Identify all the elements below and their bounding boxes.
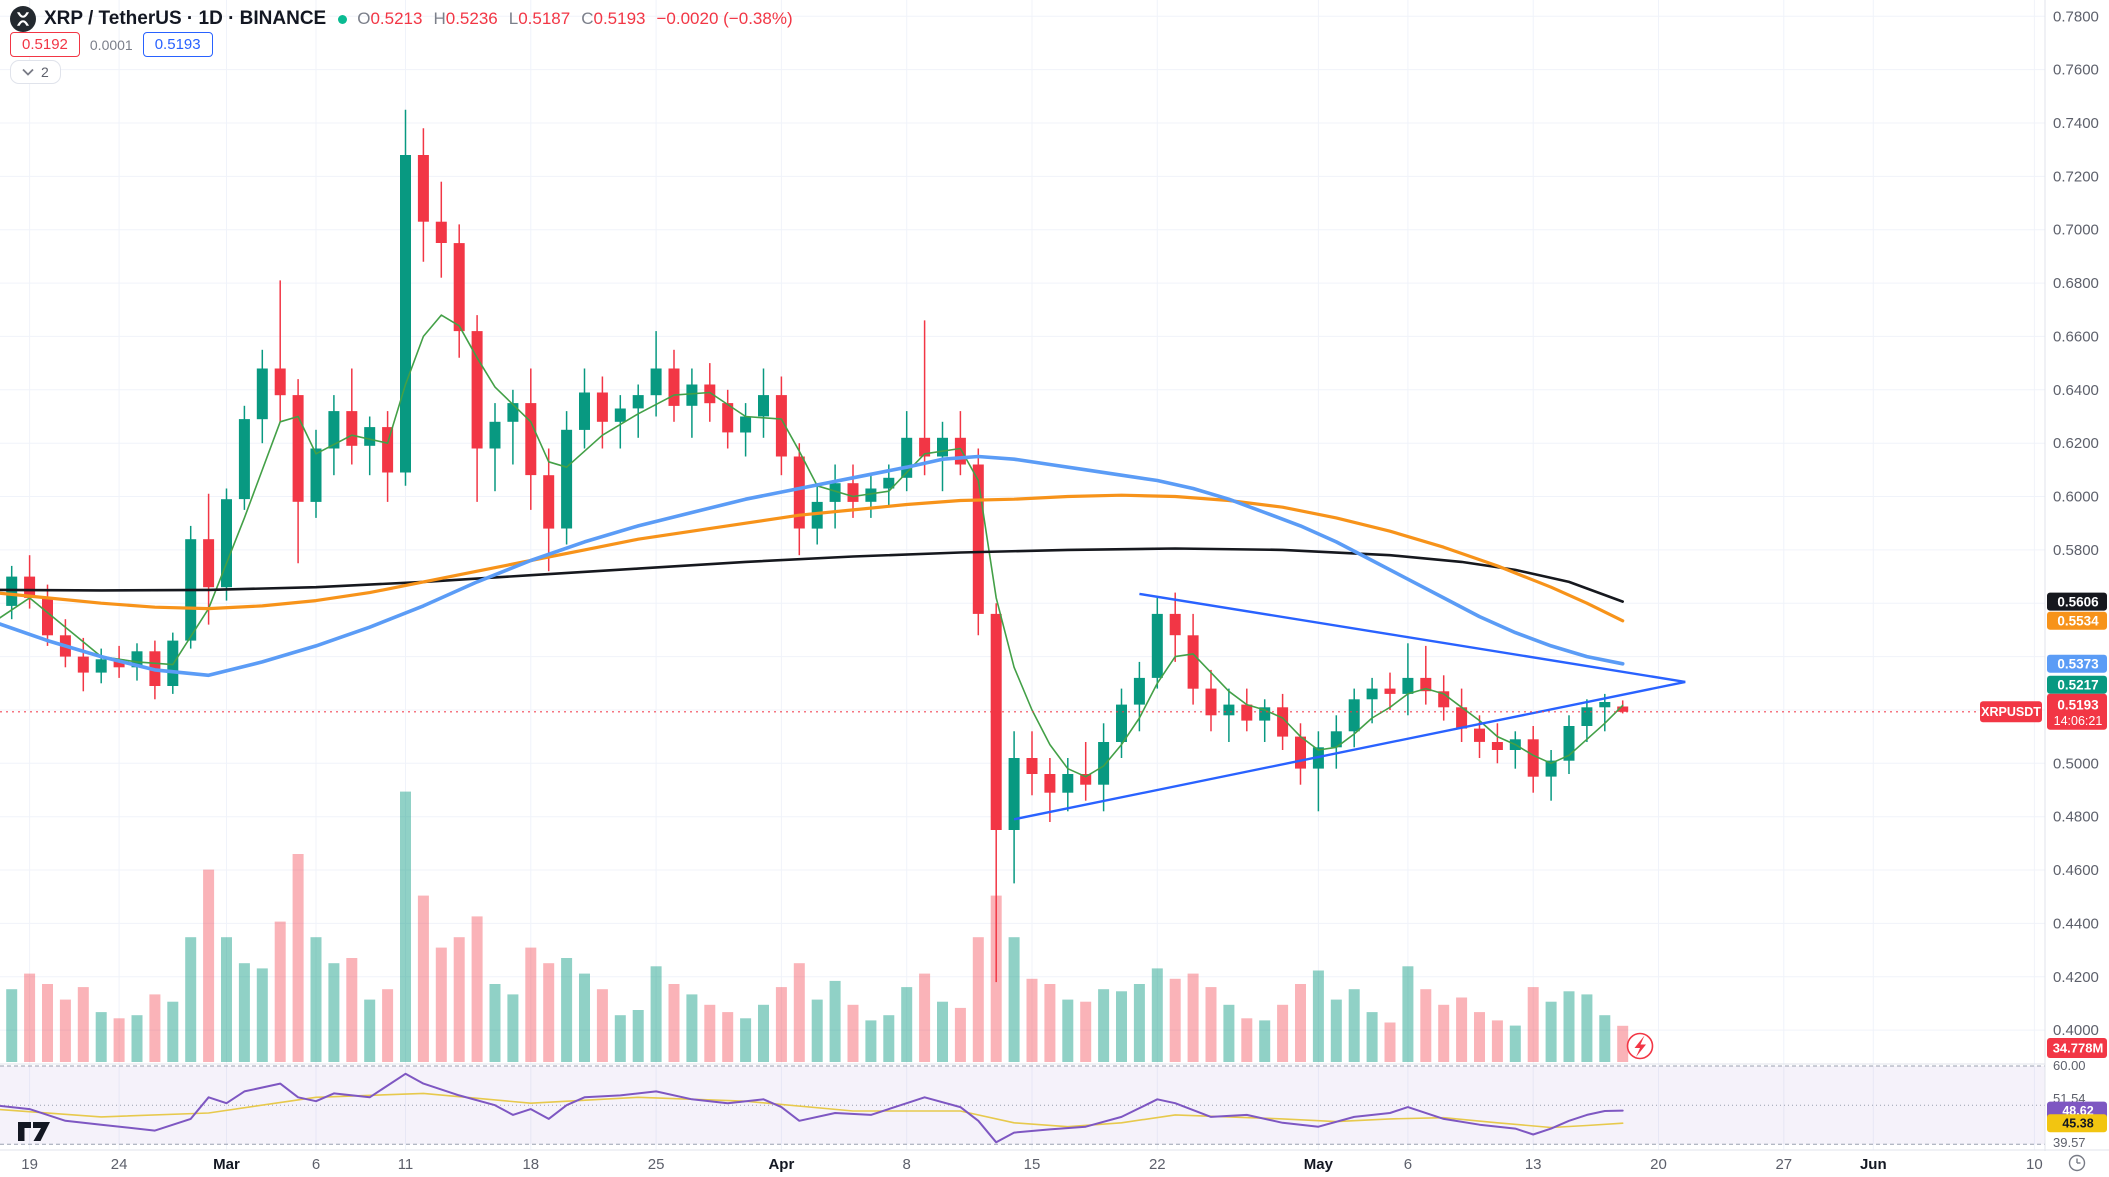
svg-text:0.5373: 0.5373 (2057, 657, 2099, 672)
svg-text:0.7000: 0.7000 (2053, 222, 2099, 239)
svg-text:0.4200: 0.4200 (2053, 969, 2099, 986)
candles-series (6, 109, 1629, 983)
grid-lines (0, 0, 2045, 1150)
rsi-lines (0, 1072, 1624, 1144)
svg-text:Mar: Mar (213, 1156, 240, 1173)
svg-text:0.5800: 0.5800 (2053, 542, 2099, 559)
indicator-count: 2 (41, 64, 49, 80)
symbol-title[interactable]: XRP / TetherUS · 1D · BINANCE (44, 8, 327, 29)
svg-text:0.4000: 0.4000 (2053, 1022, 2099, 1039)
svg-text:0.5000: 0.5000 (2053, 755, 2099, 772)
svg-text:0.6600: 0.6600 (2053, 328, 2099, 345)
svg-text:13: 13 (1525, 1156, 1542, 1173)
bid-ask-widget: 0.5192 0.0001 0.5193 (10, 32, 213, 57)
svg-text:18: 18 (522, 1156, 539, 1173)
svg-text:0.4600: 0.4600 (2053, 862, 2099, 879)
symbol-badge: XRPUSDT (1980, 701, 2042, 723)
svg-text:0.5217: 0.5217 (2057, 678, 2098, 693)
svg-text:0.4800: 0.4800 (2053, 809, 2099, 826)
ohlc-H: H0.5236 (433, 9, 498, 28)
svg-text:0.5606: 0.5606 (2057, 594, 2099, 609)
svg-text:0.6800: 0.6800 (2053, 275, 2099, 292)
svg-text:24: 24 (111, 1156, 128, 1173)
volume-tag: 34.778M (2047, 1038, 2107, 1058)
svg-text:0.4400: 0.4400 (2053, 915, 2099, 932)
svg-text:11: 11 (398, 1156, 414, 1173)
volume-bars (6, 791, 1629, 1062)
svg-text:14:06:21: 14:06:21 (2054, 714, 2103, 728)
ohlc-O: O0.5213 (357, 9, 423, 28)
price-tags: 0.5606 0.5534 0.5373 0.5217 (2047, 592, 2107, 694)
svg-text:39.57: 39.57 (2053, 1135, 2086, 1150)
svg-text:15: 15 (1024, 1156, 1041, 1173)
svg-text:0.7800: 0.7800 (2053, 8, 2099, 25)
svg-text:22: 22 (1149, 1156, 1166, 1173)
svg-text:Apr: Apr (768, 1156, 794, 1173)
time-axis[interactable]: 19 24 Mar 6 11 18 25 Apr 8 15 22 May 6 13 20 27 Jun 10 (0, 1149, 2109, 1177)
svg-text:Jun: Jun (1860, 1156, 1887, 1173)
market-status-dot (338, 14, 348, 24)
svg-text:60.00: 60.00 (2053, 1058, 2086, 1073)
svg-text:0.6200: 0.6200 (2053, 435, 2099, 452)
svg-text:45.38: 45.38 (2062, 1117, 2093, 1131)
ohlc-readout: O0.5213 H0.5236 L0.5187 C0.5193 −0.0020 (−0.… (357, 9, 792, 29)
chevron-down-icon (22, 68, 34, 76)
svg-text:0.7600: 0.7600 (2053, 62, 2099, 79)
chart-legend: XRP / TetherUS · 1D · BINANCE O0.5213 H0.… (10, 6, 793, 32)
svg-text:0.7400: 0.7400 (2053, 115, 2099, 132)
last-price-tag: 0.5193 14:06:21 (2047, 693, 2107, 730)
xrp-logo-icon (10, 6, 36, 32)
sell-price-button[interactable]: 0.5192 (10, 32, 80, 57)
trendlines[interactable] (1013, 592, 1686, 821)
ma-black-line (0, 547, 1624, 603)
svg-text:May: May (1304, 1156, 1334, 1173)
change-readout: −0.0020 (−0.38%) (656, 9, 793, 28)
price-axis[interactable]: 0.7800 0.7600 0.7400 0.7200 0.7000 0.6800 0.66… (2044, 0, 2109, 1177)
svg-text:19: 19 (21, 1156, 38, 1173)
legend-collapse-button[interactable]: 2 (10, 60, 61, 84)
svg-text:8: 8 (903, 1156, 911, 1173)
spread-value: 0.0001 (89, 36, 133, 53)
ohlc-L: L0.5187 (508, 9, 571, 28)
svg-text:0.6400: 0.6400 (2053, 382, 2099, 399)
svg-text:6: 6 (312, 1156, 320, 1173)
tradingview-logo[interactable] (16, 1118, 52, 1148)
svg-text:0.6000: 0.6000 (2053, 489, 2099, 506)
svg-text:25: 25 (648, 1156, 665, 1173)
svg-text:0.5193: 0.5193 (2057, 697, 2099, 712)
svg-text:20: 20 (1650, 1156, 1667, 1173)
clock-icon[interactable] (2068, 1154, 2086, 1172)
svg-text:0.5534: 0.5534 (2057, 614, 2099, 629)
buy-price-button[interactable]: 0.5193 (142, 32, 213, 57)
svg-text:10: 10 (2026, 1156, 2043, 1173)
svg-text:34.778M: 34.778M (2053, 1041, 2104, 1056)
svg-text:0.7200: 0.7200 (2053, 168, 2099, 185)
svg-text:XRPUSDT: XRPUSDT (1981, 705, 2041, 719)
svg-text:27: 27 (1775, 1156, 1792, 1173)
ma-orange-line (0, 493, 1625, 623)
svg-text:6: 6 (1404, 1156, 1412, 1173)
boost-lightning-icon[interactable] (1626, 1032, 1654, 1060)
ohlc-C: C0.5193 (581, 9, 646, 28)
ma-blue-line (0, 454, 1625, 678)
ma-green-line (0, 314, 1624, 778)
